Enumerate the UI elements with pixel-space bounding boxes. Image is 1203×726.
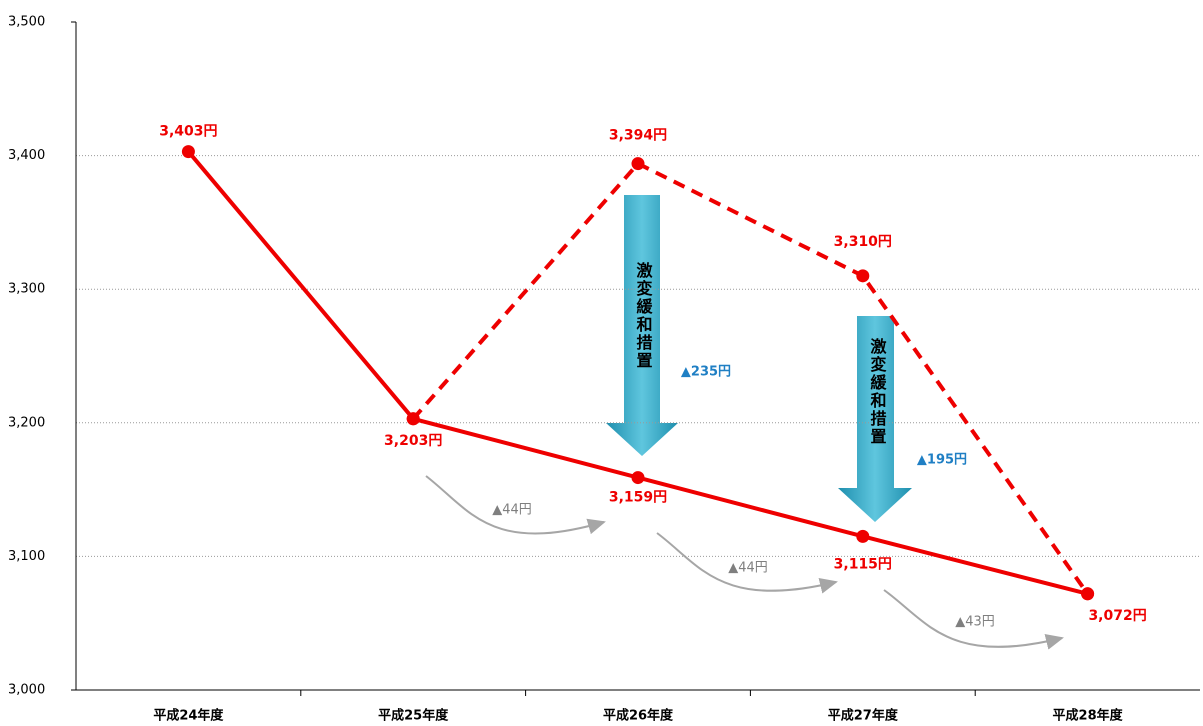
- y-tick-label: 3,000: [8, 683, 45, 698]
- value-label: 3,394円: [609, 128, 667, 144]
- line: [411, 161, 1090, 595]
- arrow: [838, 316, 912, 522]
- value-label: 3,072円: [1088, 608, 1146, 624]
- value-label: 3,203円: [384, 433, 442, 449]
- curve-arrow: [656, 532, 838, 594]
- point: [856, 269, 870, 283]
- value-label: 3,115円: [834, 556, 892, 572]
- decrease-arrows: [425, 475, 1064, 650]
- annotation: ▲44円: [728, 561, 768, 576]
- point: [181, 145, 195, 159]
- arrow-label: 激変緩和措置: [868, 337, 887, 446]
- value-label: 3,403円: [159, 124, 217, 140]
- point: [631, 471, 645, 485]
- point: [856, 529, 870, 543]
- annotation: ▲44円: [492, 503, 532, 518]
- x-tick-label: 平成24年度: [153, 708, 224, 724]
- annotation: ▲195円: [917, 453, 967, 468]
- y-tick-label: 3,300: [8, 282, 45, 297]
- point: [1081, 587, 1095, 601]
- value-label: 3,159円: [609, 490, 667, 506]
- annotation: ▲43円: [955, 615, 995, 630]
- y-tick-label: 3,500: [8, 15, 45, 30]
- y-tick-label: 3,200: [8, 415, 45, 430]
- x-tick-label: 平成25年度: [378, 708, 449, 724]
- curve-arrow: [883, 589, 1064, 650]
- x-tick-label: 平成28年度: [1053, 708, 1124, 724]
- y-tick-label: 3,400: [8, 148, 45, 163]
- arrow: [606, 195, 678, 456]
- y-tick-label: 3,100: [8, 549, 45, 564]
- annotation: ▲235円: [681, 365, 731, 380]
- mitigation-arrows: [606, 195, 912, 522]
- point: [406, 412, 420, 426]
- value-label: 3,310円: [834, 234, 892, 250]
- arrow-label: 激変緩和措置: [634, 261, 653, 370]
- x-tick-label: 平成27年度: [828, 708, 899, 724]
- point: [631, 157, 645, 171]
- x-tick-label: 平成26年度: [603, 708, 674, 724]
- curve-arrow: [425, 475, 606, 535]
